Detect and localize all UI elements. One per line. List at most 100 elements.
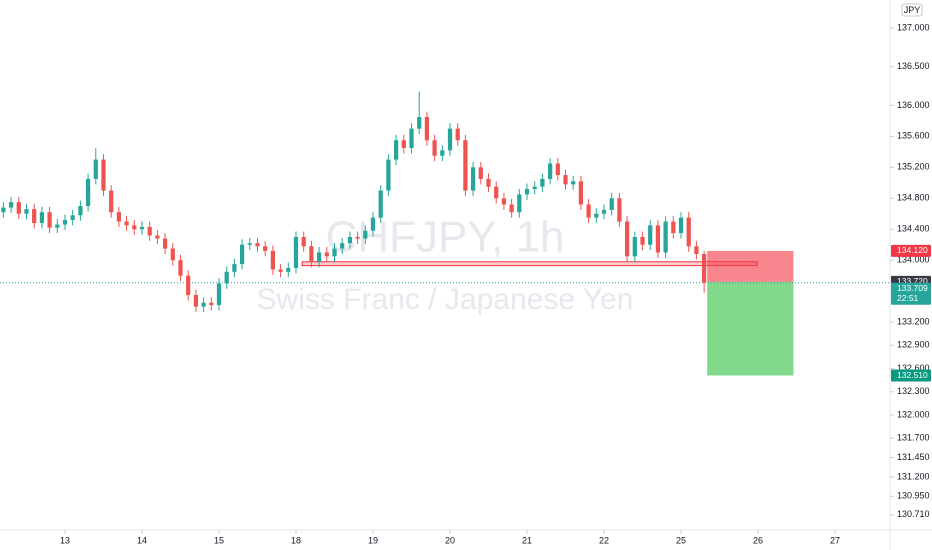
candle-body <box>624 221 630 257</box>
candle-body <box>316 252 322 262</box>
watermark-symbol: CHFJPY, 1h <box>326 213 565 262</box>
candle-body <box>524 188 530 195</box>
candle-body <box>16 202 21 214</box>
candle-body <box>85 178 91 207</box>
y-tick-label: 134.000 <box>897 255 930 265</box>
last-price-box <box>891 282 931 305</box>
candle-body <box>8 202 14 208</box>
candle-body <box>193 295 199 307</box>
y-tick-label: 132.300 <box>897 386 930 396</box>
candle-body <box>463 140 468 191</box>
candle-body <box>347 236 353 244</box>
candle-body <box>532 186 537 189</box>
candle-body <box>417 117 422 129</box>
candle-body <box>586 204 591 218</box>
candle-body <box>170 248 175 261</box>
candle-body <box>340 243 345 249</box>
y-tick-label: 132.000 <box>897 409 930 419</box>
currency-badge <box>901 3 923 17</box>
candle-body <box>109 190 114 213</box>
candle-body <box>601 209 607 214</box>
watermark-name: Swiss Franc / Japanese Yen <box>257 283 634 316</box>
candle-body <box>447 128 453 151</box>
candle-body <box>571 181 576 185</box>
entry-price-label: 133.720 <box>897 276 928 286</box>
candle-body <box>363 230 368 239</box>
candle-body <box>162 238 168 249</box>
candle-body <box>232 264 237 272</box>
candle-body <box>32 209 37 224</box>
y-tick-label: 131.200 <box>897 471 930 481</box>
x-tick-label: 14 <box>137 535 147 545</box>
candle-body <box>578 181 584 205</box>
candle-body <box>378 190 383 218</box>
candle-body <box>401 140 406 148</box>
candle-body <box>93 159 98 179</box>
candle-body <box>1 207 6 213</box>
candle-body <box>648 225 653 245</box>
target-price-box <box>891 369 931 382</box>
candle-body <box>270 250 276 270</box>
candle-body <box>178 260 183 276</box>
candle-body <box>547 163 553 179</box>
candle-body <box>124 221 129 226</box>
x-tick-label: 25 <box>676 535 686 545</box>
candle-body <box>309 246 314 262</box>
x-tick-label: 15 <box>214 535 224 545</box>
candle-body <box>301 236 306 247</box>
candle-body <box>155 235 160 239</box>
candle-body <box>701 254 707 283</box>
candle-body <box>78 206 83 216</box>
y-tick-label: 132.900 <box>897 340 930 350</box>
candle-body <box>370 217 376 231</box>
candle-body <box>278 269 283 272</box>
candle-body <box>293 236 299 268</box>
candle-body <box>216 283 222 306</box>
candle-body <box>509 204 514 213</box>
candle-body <box>386 159 391 191</box>
y-tick-label: 131.450 <box>897 452 930 462</box>
candle-body <box>209 302 214 306</box>
candle-body <box>393 140 399 160</box>
candle-body <box>70 215 75 220</box>
x-tick-label: 21 <box>522 535 532 545</box>
candle-body <box>663 221 668 253</box>
y-tick-label: 135.600 <box>897 131 930 141</box>
candle-body <box>470 167 476 191</box>
candle-body <box>355 236 360 239</box>
target-zone <box>707 281 794 376</box>
candle-body <box>332 248 337 257</box>
candle-body <box>486 178 491 187</box>
candle-body <box>655 225 661 253</box>
candle-body <box>632 236 637 257</box>
x-tick-label: 18 <box>291 535 301 545</box>
candle-body <box>324 252 329 257</box>
x-tick-label: 27 <box>830 535 840 545</box>
candle-body <box>563 175 568 185</box>
candle-body <box>555 163 560 176</box>
candle-body <box>409 128 414 148</box>
candle-body <box>147 226 152 236</box>
y-tick-label: 131.700 <box>897 433 930 443</box>
candle-body <box>132 225 137 230</box>
y-tick-label: 130.950 <box>897 491 930 501</box>
y-tick-label: 134.400 <box>897 224 930 234</box>
candle-body <box>247 243 252 245</box>
countdown-label: 22:51 <box>897 293 919 303</box>
candle-body <box>671 221 676 234</box>
x-tick-label: 26 <box>753 535 763 545</box>
candle-body <box>263 246 268 251</box>
candle-body <box>617 198 622 222</box>
candle-body <box>594 213 599 218</box>
candle-body <box>432 140 437 156</box>
y-tick-label: 136.500 <box>897 61 930 71</box>
y-tick-label: 137.000 <box>897 22 930 32</box>
y-tick-label: 135.200 <box>897 162 930 172</box>
x-tick-label: 13 <box>60 535 70 545</box>
candle-body <box>47 212 52 228</box>
drawn-rectangle <box>301 261 758 267</box>
candle-body <box>186 275 191 296</box>
x-tick-label: 22 <box>599 535 609 545</box>
candle-body <box>62 219 68 225</box>
